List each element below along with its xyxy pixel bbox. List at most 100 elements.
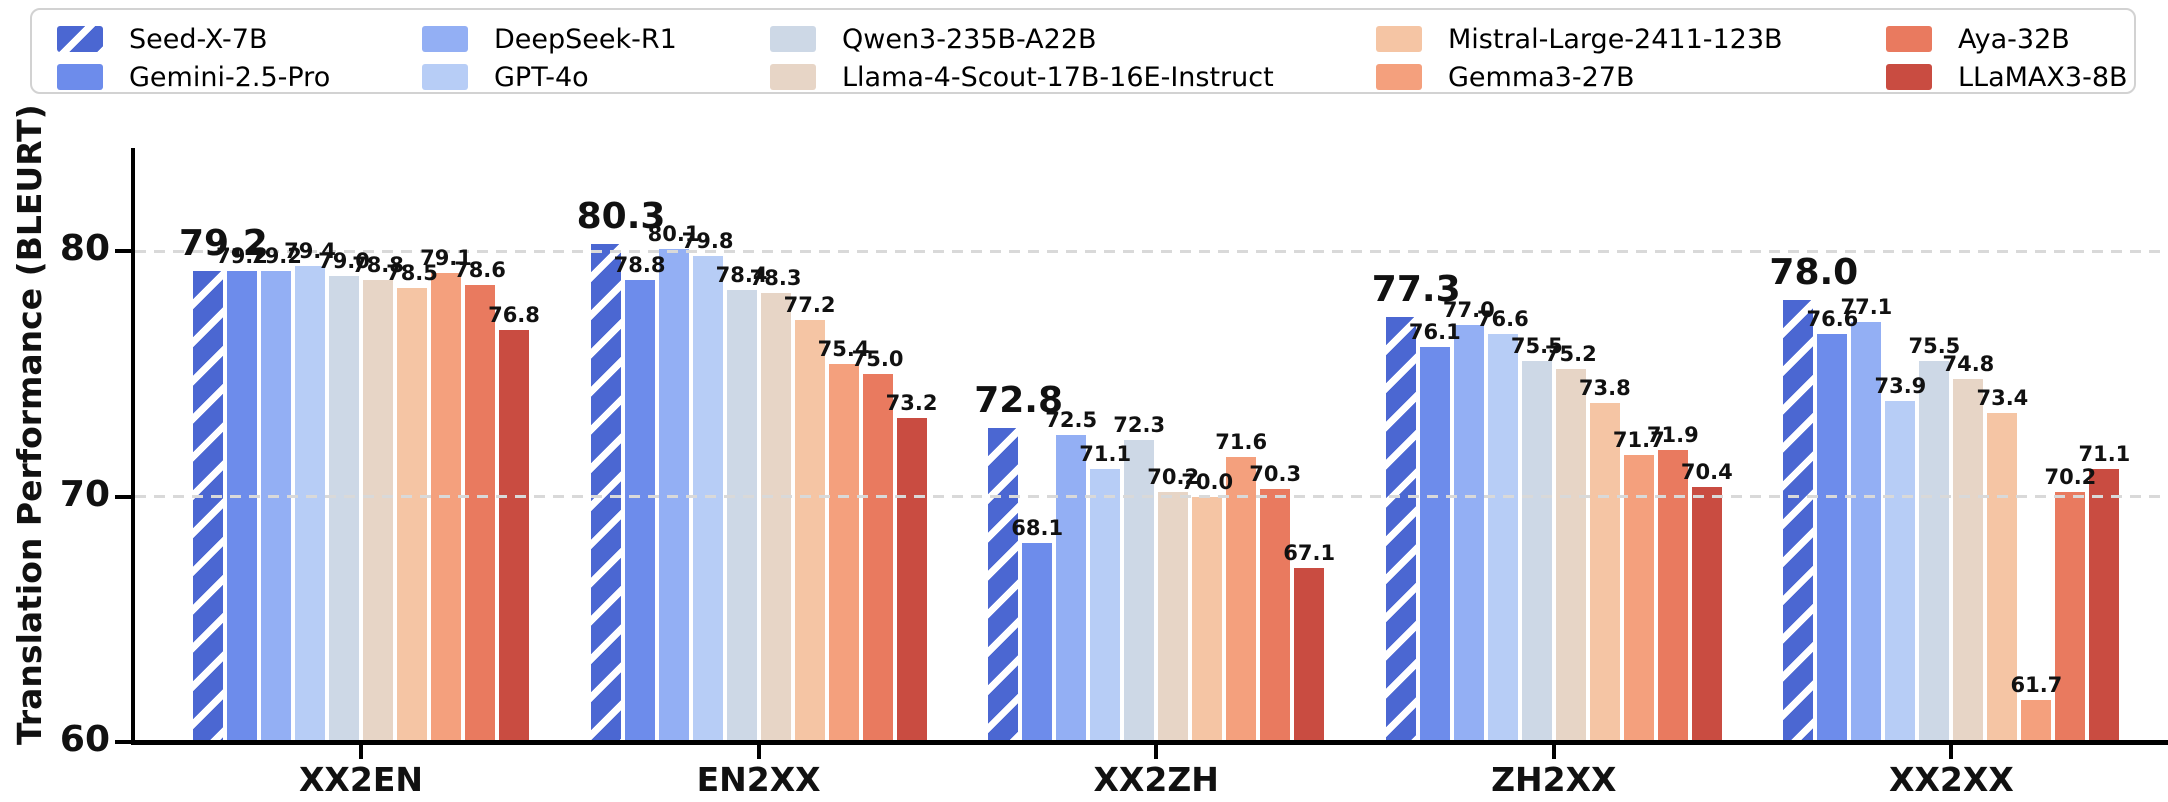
value-label-qwen3-235b-a22b-xx2zh: 72.3 <box>1113 413 1166 438</box>
value-label-llama-4-scout-17b-16e-instruct-en2xx: 78.3 <box>749 265 802 290</box>
value-label-deepseek-r1-xx2xx: 77.1 <box>1840 295 1893 320</box>
legend-swatch-icon-mistral-large-2411-123b <box>1376 26 1422 52</box>
bar-llamax3-8b-xx2xx <box>2089 469 2120 742</box>
value-label-qwen3-235b-a22b-en2xx: 78.4 <box>715 263 768 288</box>
bar-gpt-4o-zh2xx <box>1487 334 1518 742</box>
value-label-gemma3-27b-xx2en: 79.1 <box>420 246 472 271</box>
bar-aya-32b-xx2xx <box>2055 491 2086 742</box>
value-label-gemini-2-5-pro-xx2xx: 76.6 <box>1806 307 1859 332</box>
bar-seed-x-7b-xx2en <box>193 270 223 742</box>
legend-swatch-icon-aya-32b <box>1886 26 1932 52</box>
legend-swatch-icon-seed-x-7b <box>57 26 103 52</box>
bar-qwen3-235b-a22b-xx2en <box>329 275 359 742</box>
bar-gemma3-27b-xx2zh <box>1226 457 1257 742</box>
value-label-qwen3-235b-a22b-zh2xx: 75.5 <box>1510 334 1563 359</box>
gridline-y80 <box>135 249 2168 253</box>
value-label-llamax3-8b-xx2en: 76.8 <box>488 302 540 327</box>
legend-label-deepseek-r1: DeepSeek-R1 <box>494 23 677 55</box>
value-label-deepseek-r1-xx2zh: 72.5 <box>1045 408 1098 433</box>
value-label-llama-4-scout-17b-16e-instruct-xx2zh: 70.2 <box>1147 464 1200 489</box>
value-label-gemini-2-5-pro-en2xx: 78.8 <box>613 253 666 278</box>
x-tick-mark-xx2xx <box>1949 745 1954 759</box>
legend-item-gemini-2-5-pro: Gemini-2.5-Pro <box>57 61 331 93</box>
bar-llama-4-scout-17b-16e-instruct-en2xx <box>760 292 791 742</box>
value-label-llama-4-scout-17b-16e-instruct-xx2xx: 74.8 <box>1942 351 1995 376</box>
value-label-mistral-large-2411-123b-xx2en: 78.5 <box>386 260 438 285</box>
bar-seed-x-7b-en2xx <box>590 243 621 742</box>
bar-llamax3-8b-en2xx <box>896 417 927 742</box>
value-label-gemini-2-5-pro-xx2en: 79.2 <box>216 243 268 268</box>
x-tick-label-xx2en: XX2EN <box>298 760 424 799</box>
bar-gpt-4o-xx2zh <box>1090 469 1121 742</box>
x-tick-mark-zh2xx <box>1551 745 1556 759</box>
legend-item-seed-x-7b: Seed-X-7B <box>57 24 268 55</box>
x-axis-spine <box>131 740 2168 745</box>
value-label-mistral-large-2411-123b-zh2xx: 73.8 <box>1578 376 1631 401</box>
bar-gpt-4o-xx2en <box>295 265 325 742</box>
bar-qwen3-235b-a22b-xx2xx <box>1919 361 1950 742</box>
bar-gemma3-27b-xx2xx <box>2021 700 2052 742</box>
legend-item-gemma3-27b: Gemma3-27B <box>1376 61 1635 93</box>
bar-gpt-4o-xx2xx <box>1885 400 1916 742</box>
legend-item-gpt-4o: GPT-4o <box>422 62 589 93</box>
legend-swatch-icon-llamax3-8b <box>1886 64 1932 90</box>
value-label-llamax3-8b-en2xx: 73.2 <box>885 390 938 415</box>
bar-mistral-large-2411-123b-en2xx <box>794 319 825 742</box>
value-label-llama-4-scout-17b-16e-instruct-zh2xx: 75.2 <box>1544 341 1597 366</box>
value-label-seed-x-7b-xx2zh: 72.8 <box>974 379 1064 421</box>
value-label-gpt-4o-xx2xx: 73.9 <box>1874 373 1927 398</box>
bar-seed-x-7b-xx2xx <box>1783 300 1814 742</box>
value-label-aya-32b-en2xx: 75.0 <box>851 346 904 371</box>
x-tick-mark-en2xx <box>756 745 761 759</box>
bar-gemma3-27b-zh2xx <box>1623 454 1654 742</box>
x-tick-label-xx2zh: XX2ZH <box>1093 760 1219 799</box>
bar-aya-32b-xx2en <box>465 285 495 742</box>
value-label-deepseek-r1-en2xx: 80.1 <box>647 221 700 246</box>
y-tick-mark-60 <box>115 740 133 744</box>
legend-swatch-icon-deepseek-r1 <box>422 26 468 52</box>
y-tick-label-70: 70 <box>59 473 110 515</box>
bar-deepseek-r1-xx2en <box>261 270 291 742</box>
legend-item-llama-4-scout-17b-16e-instruct: Llama-4-Scout-17B-16E-Instruct <box>770 62 1274 93</box>
legend-swatch-icon-gemini-2-5-pro <box>57 64 103 90</box>
legend-swatch-icon-gemma3-27b <box>1376 64 1422 90</box>
x-tick-mark-xx2zh <box>1154 745 1159 759</box>
legend-swatch-icon-gpt-4o <box>422 64 468 90</box>
value-label-aya-32b-xx2zh: 70.3 <box>1249 462 1302 487</box>
value-label-gemma3-27b-en2xx: 75.4 <box>817 336 870 361</box>
bar-mistral-large-2411-123b-xx2xx <box>1987 413 2018 742</box>
legend-swatch-icon-llama-4-scout-17b-16e-instruct <box>770 64 816 90</box>
bar-llamax3-8b-xx2zh <box>1294 567 1325 742</box>
bar-gemini-2-5-pro-xx2xx <box>1817 334 1848 742</box>
y-axis-spine <box>131 148 135 742</box>
legend-label-gemini-2-5-pro: Gemini-2.5-Pro <box>129 61 331 93</box>
value-label-gpt-4o-xx2en: 79.4 <box>284 238 336 263</box>
bar-aya-32b-zh2xx <box>1657 449 1688 742</box>
legend-label-gemma3-27b: Gemma3-27B <box>1448 61 1635 93</box>
value-label-llamax3-8b-zh2xx: 70.4 <box>1680 459 1733 484</box>
bar-llama-4-scout-17b-16e-instruct-zh2xx <box>1555 368 1586 742</box>
y-tick-label-80: 80 <box>59 228 110 269</box>
value-label-llama-4-scout-17b-16e-instruct-xx2en: 78.8 <box>352 253 404 278</box>
value-label-gpt-4o-xx2zh: 71.1 <box>1079 442 1132 467</box>
value-label-qwen3-235b-a22b-xx2en: 79.0 <box>318 248 370 273</box>
value-label-gemini-2-5-pro-xx2zh: 68.1 <box>1011 516 1064 541</box>
value-label-qwen3-235b-a22b-xx2xx: 75.5 <box>1908 334 1961 359</box>
x-tick-mark-xx2en <box>359 745 363 759</box>
value-label-deepseek-r1-zh2xx: 77.0 <box>1442 297 1495 322</box>
bar-qwen3-235b-a22b-zh2xx <box>1521 361 1552 742</box>
x-tick-label-xx2xx: XX2XX <box>1889 760 2014 799</box>
gridline-y70 <box>135 495 2168 498</box>
legend-label-aya-32b: Aya-32B <box>1958 23 2070 55</box>
bar-deepseek-r1-zh2xx <box>1453 324 1484 742</box>
legend-item-aya-32b: Aya-32B <box>1886 23 2070 55</box>
legend-item-deepseek-r1: DeepSeek-R1 <box>422 23 677 55</box>
y-tick-mark-80 <box>115 249 133 253</box>
value-label-aya-32b-xx2en: 78.6 <box>454 258 506 283</box>
bar-qwen3-235b-a22b-xx2zh <box>1124 440 1155 742</box>
value-label-seed-x-7b-zh2xx: 77.3 <box>1371 269 1461 311</box>
y-tick-mark-70 <box>115 494 133 499</box>
legend-swatch-icon-qwen3-235b-a22b <box>770 26 816 52</box>
value-label-gpt-4o-en2xx: 79.8 <box>681 228 734 253</box>
